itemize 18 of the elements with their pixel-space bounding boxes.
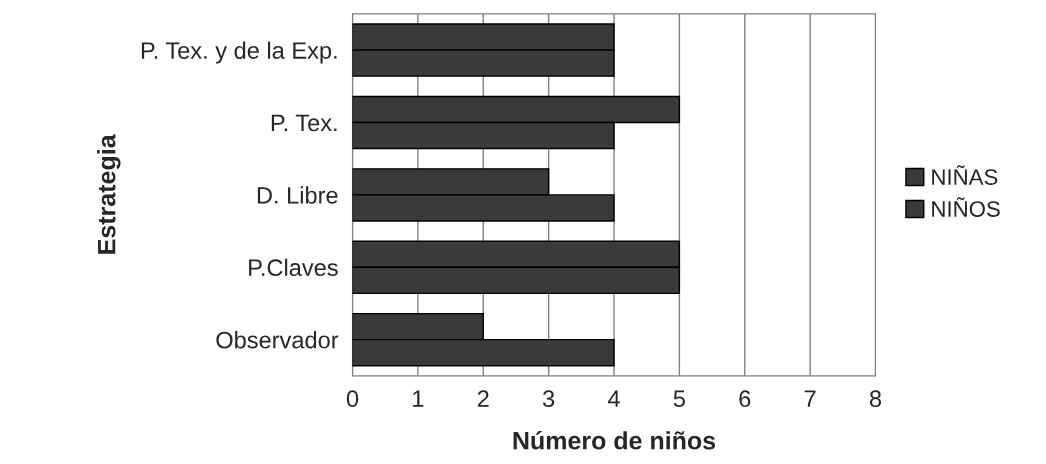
x-tick-label: 7 [804, 390, 816, 407]
y-tick-label: Observador [216, 331, 339, 349]
legend-label: NIÑOS [932, 197, 1000, 217]
x-axis-title: Número de niños [513, 430, 716, 450]
x-tick-label: 6 [739, 390, 751, 408]
x-tick-label: 2 [477, 390, 489, 407]
y-tick-label: D. Libre [257, 186, 338, 204]
x-tick-label: 1 [413, 390, 424, 407]
x-tick-label: 4 [607, 390, 620, 407]
y-tick-label: P. Tex. [271, 114, 337, 132]
x-tick-label: 8 [869, 390, 882, 408]
y-tick-label: P.Claves [249, 258, 338, 277]
legend-label: NIÑAS [932, 165, 998, 185]
y-axis-title: Estrategia [97, 134, 121, 254]
x-tick-label: 5 [673, 390, 685, 408]
x-tick-label: 3 [542, 390, 555, 408]
y-tick-label: P. Tex. y de la Exp. [141, 41, 337, 64]
x-tick-label: 0 [346, 390, 359, 408]
